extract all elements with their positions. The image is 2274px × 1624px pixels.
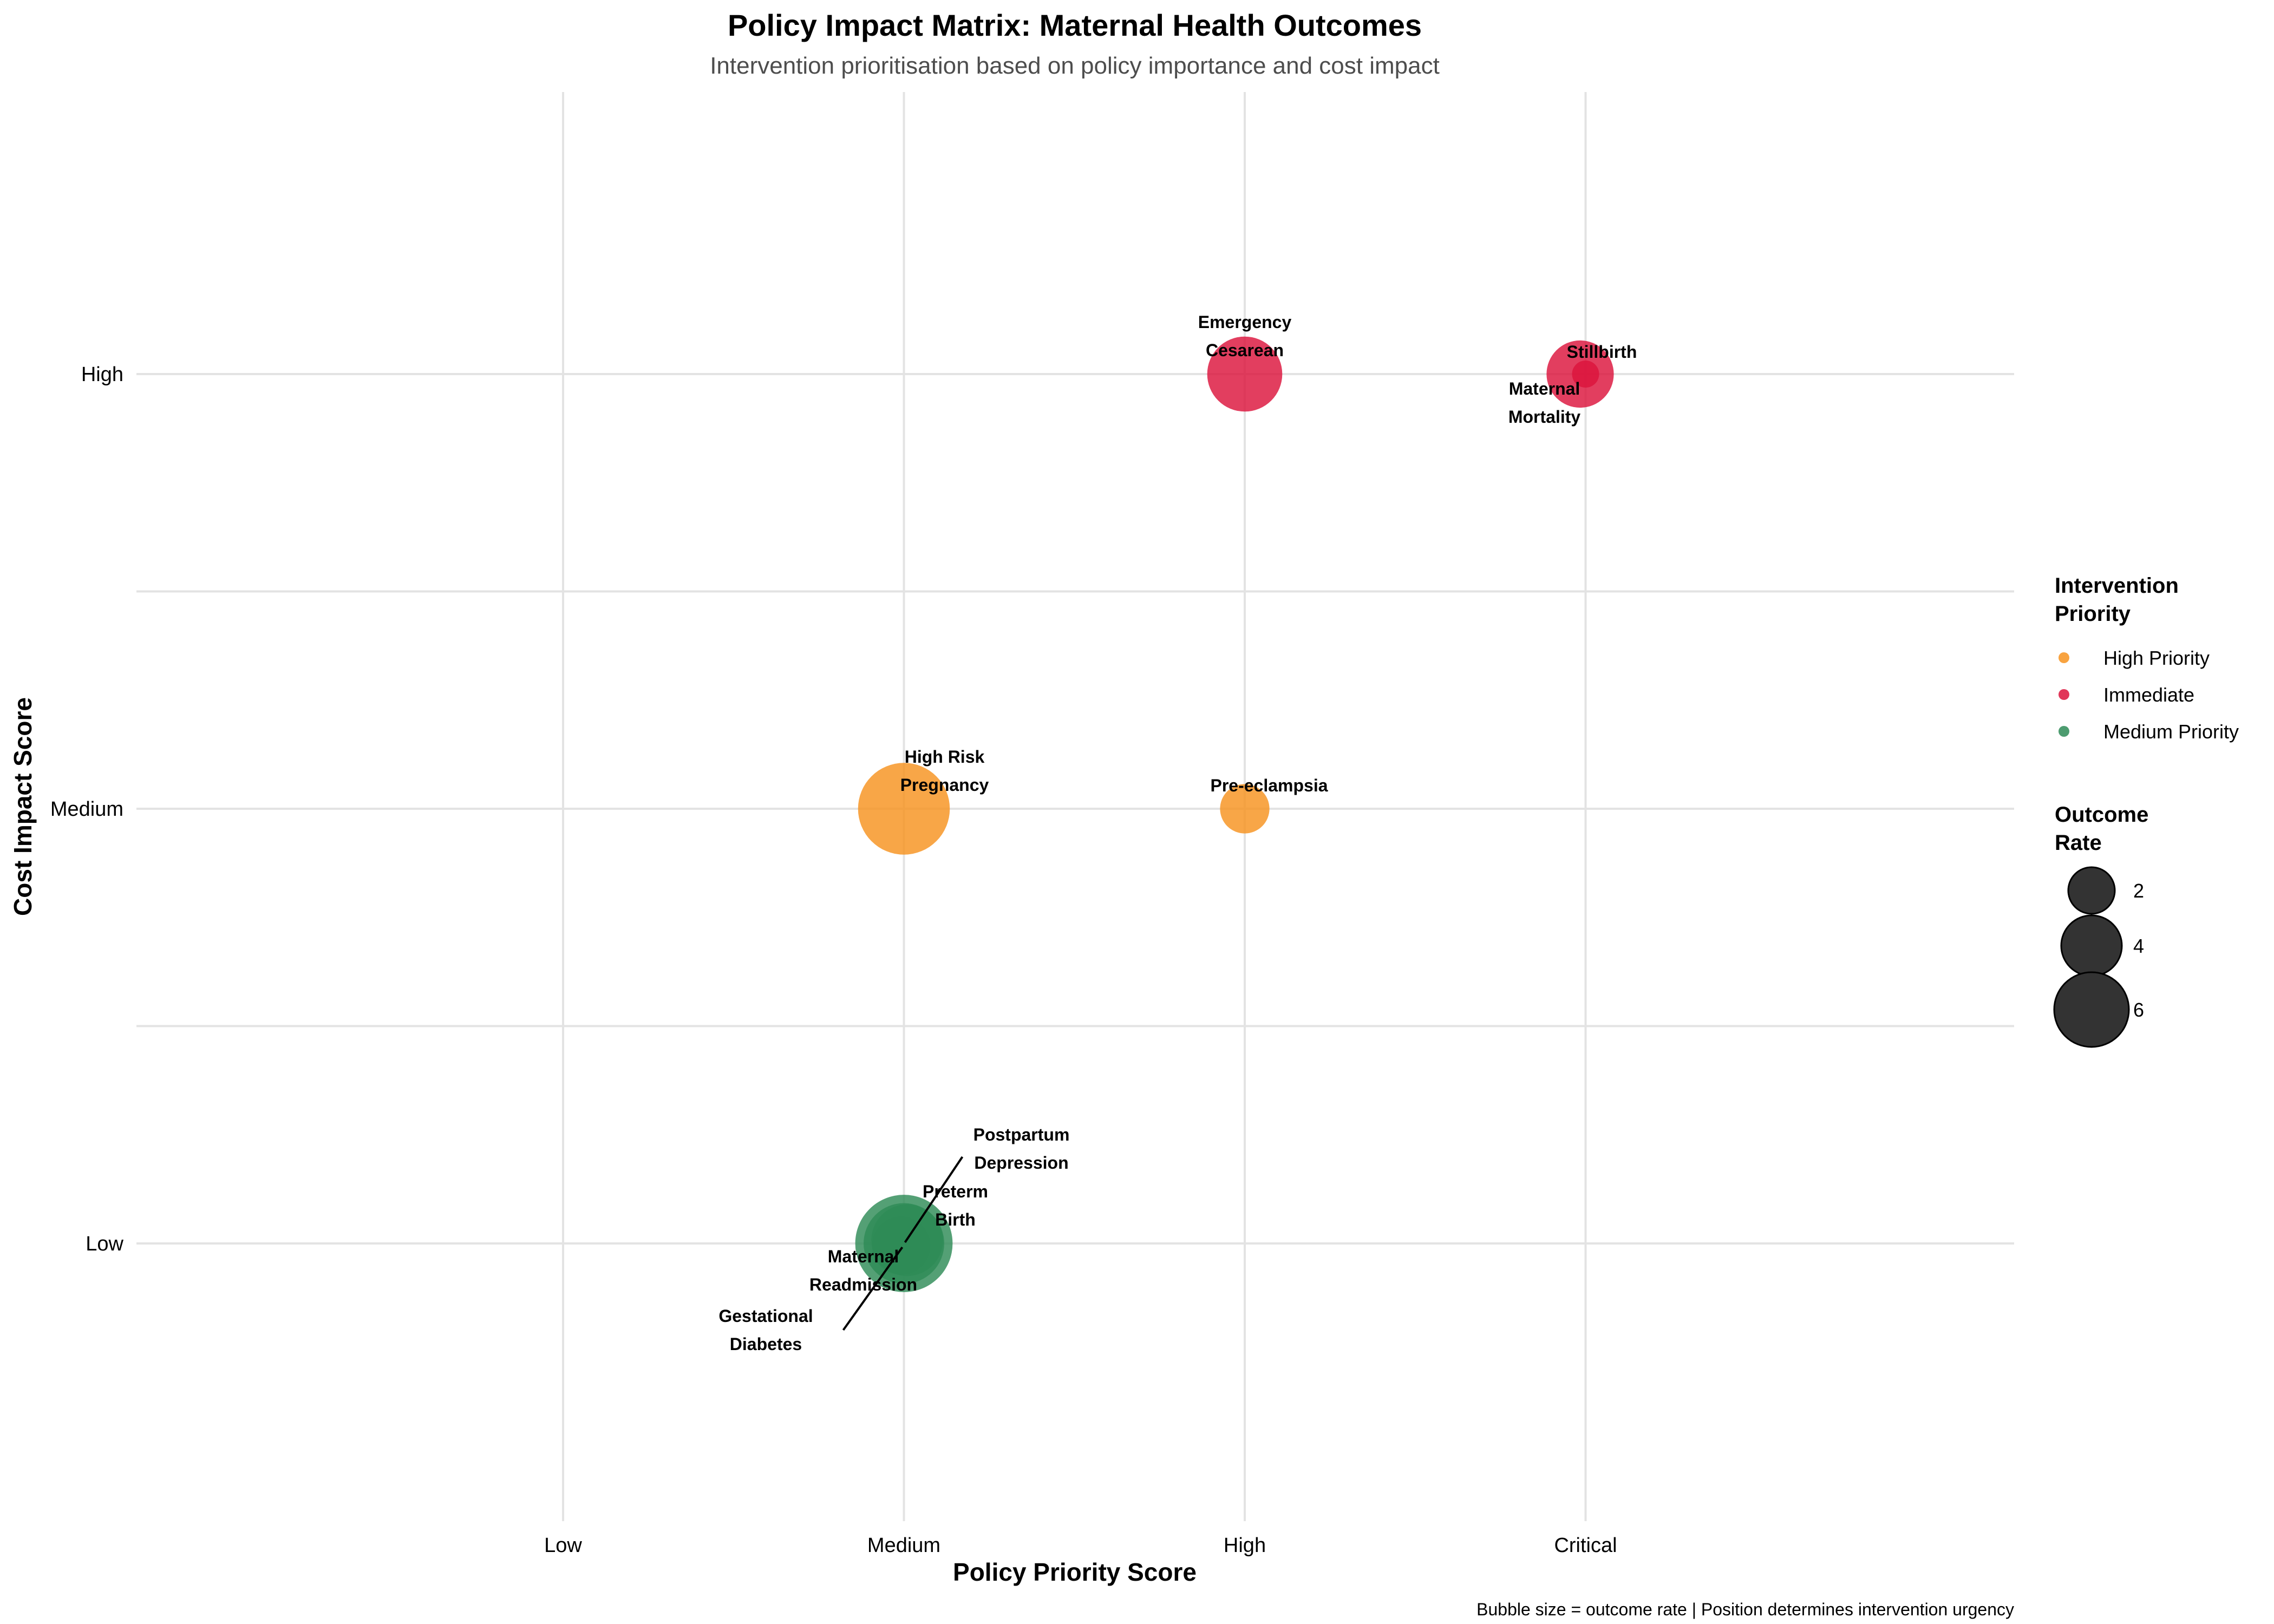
color-legend-label-immediate: Immediate xyxy=(2103,684,2194,706)
point-labels: Emergency Cesarean Stillbirth Maternal Morta… xyxy=(718,312,1637,1354)
size-legend-key-6 xyxy=(2053,971,2130,1048)
bubble-emergency-cesarean xyxy=(1207,336,1283,412)
label-emergency-cesarean: Emergency Cesarean xyxy=(1198,312,1292,360)
size-legend-key-2 xyxy=(2067,866,2116,915)
grid-lines xyxy=(136,92,2014,1521)
size-legend-label-6: 6 xyxy=(2133,999,2144,1021)
chart-subtitle: Intervention prioritisation based on pol… xyxy=(710,53,1440,79)
x-tick-high: High xyxy=(1224,1534,1266,1557)
size-legend-label-4: 4 xyxy=(2133,935,2144,957)
x-tick-critical: Critical xyxy=(1554,1534,1617,1557)
color-legend: Intervention Priority High Priority Immedia… xyxy=(2055,574,2239,743)
leader-line-gestational-diabetes xyxy=(842,1246,904,1331)
label-preterm-birth: Preterm Birth xyxy=(923,1182,988,1229)
label-postpartum-depression: Postpartum Depression xyxy=(973,1125,1070,1173)
size-legend-label-2: 2 xyxy=(2133,880,2144,902)
label-maternal-mortality: Maternal Mortality xyxy=(1508,379,1581,427)
color-legend-label-high-priority: High Priority xyxy=(2103,647,2210,669)
bubble-gestational-diabetes xyxy=(855,1195,953,1292)
y-axis-ticks: Low Medium High xyxy=(50,363,124,1255)
bubble-high-risk-pregnancy xyxy=(858,763,950,855)
label-high-risk-pregnancy: High Risk Pregnancy xyxy=(900,747,989,795)
x-axis-title: Policy Priority Score xyxy=(953,1558,1197,1586)
label-maternal-readmission: Maternal Readmission xyxy=(809,1247,917,1294)
color-legend-title: Priority xyxy=(2055,602,2131,626)
color-legend-key-immediate xyxy=(2059,689,2069,700)
label-pre-eclampsia: Pre-eclampsia xyxy=(1210,776,1328,795)
label-stillbirth: Stillbirth xyxy=(1567,342,1637,362)
x-tick-low: Low xyxy=(544,1534,582,1557)
color-legend-key-high-priority xyxy=(2059,652,2069,663)
y-axis-title: Cost Impact Score xyxy=(9,697,37,916)
size-legend-title: Rate xyxy=(2055,831,2102,855)
bubbles xyxy=(855,336,1614,1292)
color-legend-label-medium-priority: Medium Priority xyxy=(2103,721,2239,743)
size-legend: Outcome Rate 2 4 6 xyxy=(2053,803,2148,1048)
bubble-pre-eclampsia xyxy=(1220,784,1270,834)
color-legend-key-medium-priority xyxy=(2059,726,2069,737)
size-legend-key-4 xyxy=(2060,914,2123,977)
y-tick-medium: Medium xyxy=(50,798,123,821)
label-gestational-diabetes: Gestational Diabetes xyxy=(718,1306,813,1354)
y-tick-high: High xyxy=(81,363,123,386)
chart-caption: Bubble size = outcome rate | Position de… xyxy=(1476,1600,2014,1619)
bubble-maternal-mortality xyxy=(1572,361,1599,388)
y-tick-low: Low xyxy=(86,1233,123,1255)
color-legend-title: Intervention xyxy=(2055,574,2179,598)
x-tick-medium: Medium xyxy=(867,1534,940,1557)
size-legend-title: Outcome xyxy=(2055,803,2148,827)
chart-title: Policy Impact Matrix: Maternal Health Ou… xyxy=(728,8,1422,42)
leader-line-postpartum-depression xyxy=(904,1156,964,1243)
x-axis-ticks: Low Medium High Critical xyxy=(544,1534,1617,1557)
